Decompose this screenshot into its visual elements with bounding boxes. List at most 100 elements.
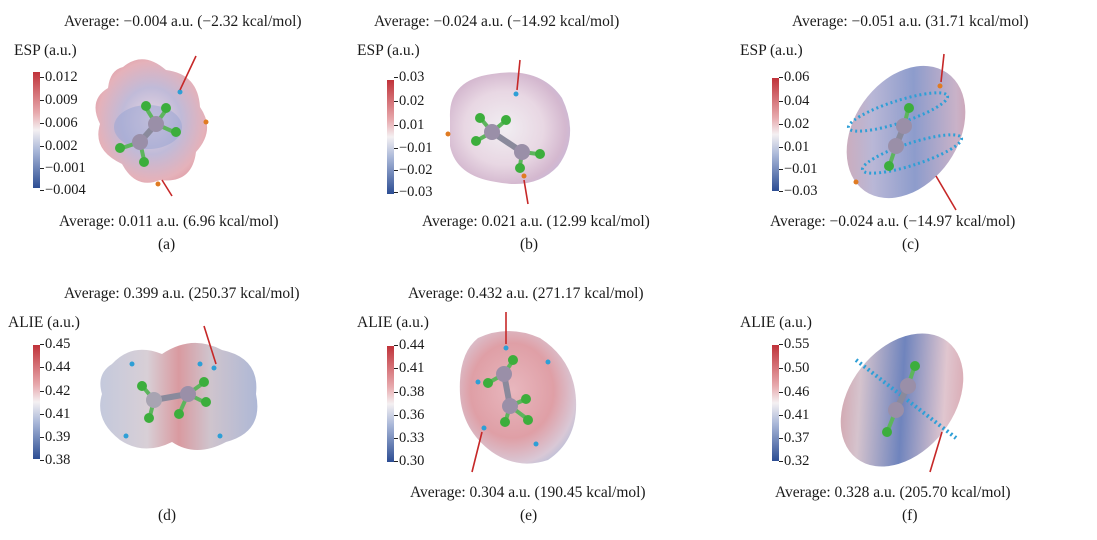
carbon-atom-d-1 xyxy=(146,392,162,408)
surface-extremum-icon xyxy=(203,119,209,125)
critical-point-ring-c-2 xyxy=(860,133,964,175)
tick-c-0: 0.06 xyxy=(779,70,809,85)
surface-f xyxy=(840,333,964,473)
red-arrow-icon xyxy=(516,59,521,91)
tick-a-4: −0.001 xyxy=(40,161,86,176)
surface-extremum-icon xyxy=(937,83,943,89)
surface-extremum-icon xyxy=(853,179,859,185)
red-arrow-icon xyxy=(940,53,945,83)
tick-a-3: 0.002 xyxy=(40,139,78,154)
tick-b-2: 0.01 xyxy=(394,118,424,133)
red-arrow-icon xyxy=(179,55,197,91)
avg-bottom-b: Average: 0.021 a.u. (12.99 kcal/mol) xyxy=(422,213,650,230)
carbon-atom-b-2 xyxy=(514,144,530,160)
fluorine-atom-b-1 xyxy=(475,113,485,123)
surface-extremum-icon xyxy=(211,365,217,371)
caption-a: (a) xyxy=(158,236,176,253)
critical-point-line-f xyxy=(854,358,958,440)
avg-bottom-a: Average: 0.011 a.u. (6.96 kcal/mol) xyxy=(59,213,279,230)
avg-bottom-e: Average: 0.304 a.u. (190.45 kcal/mol) xyxy=(410,484,646,501)
tick-c-3: 0.01 xyxy=(779,140,809,155)
scale-title-a: ESP (a.u.) xyxy=(14,42,77,59)
fluorine-atom-b-4 xyxy=(535,149,545,159)
carbon-atom-c-2 xyxy=(888,138,904,154)
carbon-atom-b-1 xyxy=(484,124,500,140)
tick-a-2: 0.006 xyxy=(40,116,78,131)
fluorine-atom-d-4 xyxy=(201,397,211,407)
carbon-atom-a-2 xyxy=(132,134,148,150)
red-arrow-icon xyxy=(161,179,173,197)
carbon-atom-e-2 xyxy=(502,398,518,414)
fluorine-atom-f-1 xyxy=(910,361,920,371)
carbon-atom-f-2 xyxy=(888,402,904,418)
surface-b xyxy=(445,59,571,205)
colorbar-c xyxy=(772,78,779,191)
fluorine-atom-a-2 xyxy=(171,127,181,137)
tick-e-1: 0.41 xyxy=(394,361,424,376)
tick-b-4: −0.02 xyxy=(394,163,433,178)
caption-d: (d) xyxy=(158,507,177,524)
red-arrow-icon xyxy=(471,431,483,473)
fluorine-atom-d-2 xyxy=(144,413,154,423)
colorbar-d xyxy=(33,345,40,459)
fluorine-atom-d-3 xyxy=(199,377,209,387)
carbon-atom-f-1 xyxy=(900,378,916,394)
tick-f-0: 0.55 xyxy=(779,337,809,352)
surface-extremum-icon xyxy=(545,359,551,365)
surface-extremum-icon xyxy=(177,89,183,95)
carbon-atom-a-1 xyxy=(148,116,164,132)
surface-extremum-icon xyxy=(513,91,519,97)
tick-a-0: 0.012 xyxy=(40,70,78,85)
tick-e-0: 0.44 xyxy=(394,338,424,353)
tick-d-4: 0.39 xyxy=(40,430,70,445)
tick-e-2: 0.38 xyxy=(394,385,424,400)
scale-title-c: ESP (a.u.) xyxy=(740,42,803,59)
tick-c-4: −0.01 xyxy=(779,162,818,177)
fluorine-atom-a-1 xyxy=(161,103,171,113)
tick-b-3: −0.01 xyxy=(394,141,433,156)
surface-extremum-icon xyxy=(129,361,135,367)
fluorine-atom-e-2 xyxy=(508,355,518,365)
fluorine-atom-e-1 xyxy=(483,378,493,388)
surface-extremum-icon xyxy=(217,433,223,439)
red-arrow-icon xyxy=(935,175,957,211)
colorbar-f xyxy=(772,345,779,461)
fluorine-atom-b-3 xyxy=(501,115,511,125)
fluorine-atom-c-2 xyxy=(884,161,894,171)
scale-title-b: ESP (a.u.) xyxy=(357,42,420,59)
avg-top-e: Average: 0.432 a.u. (271.17 kcal/mol) xyxy=(408,285,644,302)
surface-extremum-icon xyxy=(123,433,129,439)
scale-title-f: ALIE (a.u.) xyxy=(740,314,812,331)
avg-bottom-f: Average: 0.328 a.u. (205.70 kcal/mol) xyxy=(775,484,1011,501)
surface-c xyxy=(846,53,966,211)
tick-d-1: 0.44 xyxy=(40,360,70,375)
surface-extremum-icon xyxy=(155,181,161,187)
fluorine-atom-e-4 xyxy=(500,417,510,427)
tick-d-5: 0.38 xyxy=(40,453,70,468)
colorbar-e xyxy=(387,346,394,462)
tick-e-5: 0.30 xyxy=(394,454,424,469)
tick-f-1: 0.50 xyxy=(779,361,809,376)
avg-bottom-c: Average: −0.024 a.u. (−14.97 kcal/mol) xyxy=(770,213,1016,230)
fluorine-atom-b-5 xyxy=(515,163,525,173)
colorbar-a xyxy=(33,72,40,188)
tick-f-4: 0.37 xyxy=(779,431,809,446)
colorbar-b xyxy=(387,80,394,194)
tick-e-4: 0.33 xyxy=(394,431,424,446)
fluorine-atom-c-1 xyxy=(904,103,914,113)
caption-c: (c) xyxy=(902,236,920,253)
tick-f-3: 0.41 xyxy=(779,408,809,423)
fluorine-atom-d-1 xyxy=(137,381,147,391)
carbon-atom-d-2 xyxy=(180,386,196,402)
avg-top-c: Average: −0.051 a.u. (31.71 kcal/mol) xyxy=(792,13,1029,30)
fluorine-atom-a-4 xyxy=(139,157,149,167)
red-arrow-icon xyxy=(929,431,943,473)
caption-b: (b) xyxy=(520,236,539,253)
caption-f: (f) xyxy=(902,507,918,524)
tick-e-3: 0.36 xyxy=(394,408,424,423)
fluorine-atom-e-3 xyxy=(521,394,531,404)
tick-d-0: 0.45 xyxy=(40,337,70,352)
tick-d-2: 0.42 xyxy=(40,384,70,399)
fluorine-atom-d-5 xyxy=(174,409,184,419)
surface-extremum-icon xyxy=(533,441,539,447)
